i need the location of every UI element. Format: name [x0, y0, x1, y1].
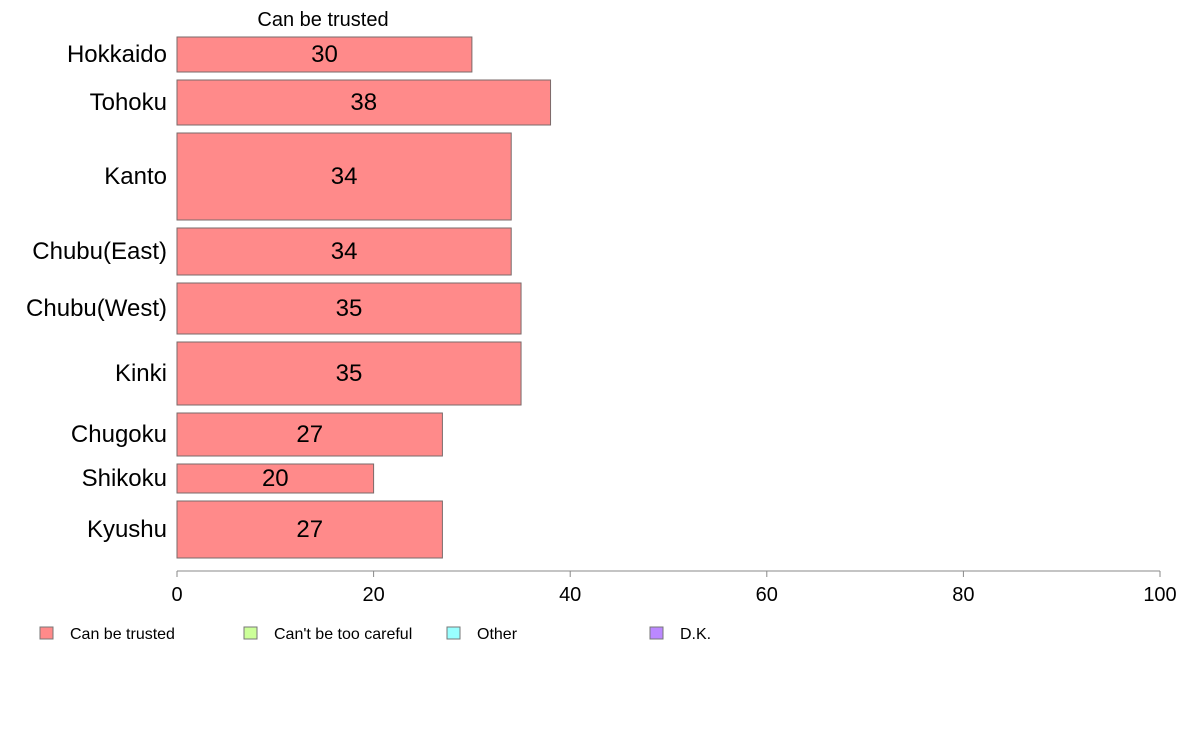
bar-shikoku: [176, 463, 375, 494]
data-label: 35: [336, 295, 363, 322]
legend-swatch: [243, 626, 258, 640]
bar-chubu-east: [176, 227, 512, 276]
x-tick-label: 60: [756, 584, 778, 606]
legend-swatch: [446, 626, 461, 640]
x-tick-label: 80: [952, 584, 974, 606]
bar-kyushu: [176, 500, 443, 559]
x-tick-label: 20: [362, 584, 384, 606]
x-axis: 0 20 40 60 80 100: [171, 570, 1177, 606]
legend-label: Can't be too careful: [274, 626, 412, 643]
x-tick-label: 100: [1143, 584, 1176, 606]
data-label: 34: [331, 238, 358, 265]
bar-kanto: [176, 132, 512, 221]
category-label: Kyushu: [87, 516, 167, 543]
data-label: 20: [262, 465, 289, 492]
data-label: 38: [350, 89, 377, 116]
x-tick-label: 40: [559, 584, 581, 606]
x-tick-label: 0: [171, 584, 182, 606]
bar-chugoku: [176, 412, 443, 457]
legend-label: D.K.: [680, 626, 711, 643]
category-label: Shikoku: [82, 465, 167, 492]
bar-kinki: [176, 341, 522, 406]
bar-chubu-west: [176, 282, 522, 335]
data-label: 34: [331, 163, 358, 190]
series-title: Can be trusted: [257, 9, 388, 31]
data-label: 30: [311, 41, 338, 68]
category-label: Kinki: [115, 360, 167, 387]
bar-tohoku: [176, 79, 552, 126]
legend: Can be trusted Can't be too careful Other D…: [39, 626, 711, 643]
category-label: Chugoku: [71, 421, 167, 448]
category-label: Chubu(West): [26, 295, 167, 322]
category-label: Tohoku: [90, 89, 167, 116]
category-label: Kanto: [104, 163, 167, 190]
data-label: 27: [296, 421, 323, 448]
legend-label: Can be trusted: [70, 626, 175, 643]
legend-label: Other: [477, 626, 518, 643]
data-label: 35: [336, 360, 363, 387]
bars-group: Hokkaido 30 Tohoku 38 Kanto 34 Chubu(East) 34 Ch…: [26, 36, 552, 559]
data-label: 27: [296, 516, 323, 543]
category-label: Hokkaido: [67, 41, 167, 68]
legend-swatch: [649, 626, 664, 640]
category-label: Chubu(East): [32, 238, 167, 265]
legend-swatch: [39, 626, 54, 640]
bar-hokkaido: [176, 36, 473, 73]
